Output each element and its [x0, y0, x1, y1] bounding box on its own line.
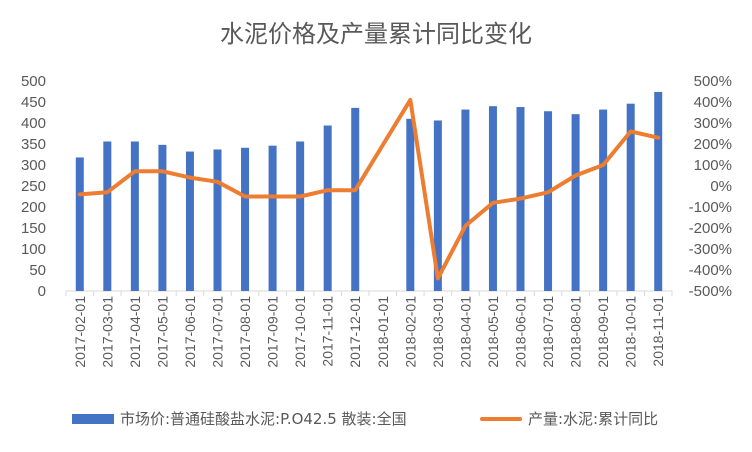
- y-right-tick-label: -400%: [689, 262, 732, 279]
- bar: [544, 111, 553, 292]
- bar: [654, 91, 663, 291]
- chart-title: 水泥价格及产量累计同比变化: [220, 20, 532, 48]
- y-left-tick-label: 300: [21, 157, 46, 174]
- x-tick-label: 2018-11-01: [650, 296, 666, 367]
- bar: [103, 141, 112, 291]
- x-tick-label: 2017-12-01: [347, 296, 363, 368]
- legend-swatch-bar: [72, 413, 114, 424]
- bar: [571, 114, 580, 292]
- y-right-tick-label: 400%: [694, 94, 732, 111]
- x-tick-label: 2017-06-01: [182, 296, 198, 368]
- y-right-tick-label: 0%: [710, 178, 732, 195]
- y-left-tick-label: 400: [21, 115, 46, 132]
- x-tick-label: 2017-04-01: [127, 296, 143, 368]
- y-left-tick-label: 0: [38, 283, 46, 300]
- legend-label-price: 市场价:普通硅酸盐水泥:P.O42.5 散装:全国: [120, 410, 407, 428]
- y-right-tick-label: 300%: [694, 115, 732, 132]
- bar: [185, 151, 194, 291]
- legend-swatch-line: [480, 416, 522, 421]
- bar: [241, 147, 250, 291]
- bar: [323, 125, 332, 292]
- bar: [351, 107, 360, 291]
- x-tick-label: 2017-05-01: [154, 296, 170, 368]
- y-left-tick-label: 350: [21, 136, 46, 153]
- y-left-tick-label: 500: [21, 73, 46, 90]
- y-right-tick-label: 100%: [694, 157, 732, 174]
- y-left-tick-label: 50: [29, 262, 46, 279]
- x-tick-label: 2017-03-01: [99, 296, 115, 368]
- x-tick-label: 2018-09-01: [595, 296, 611, 368]
- x-tick-label: 2018-04-01: [457, 296, 473, 368]
- y-left-tick-label: 200: [21, 199, 46, 216]
- y-left-tick-label: 150: [21, 220, 46, 237]
- x-tick-label: 2018-10-01: [623, 296, 639, 368]
- y-right-tick-label: -300%: [689, 241, 732, 258]
- bar: [488, 106, 497, 291]
- y-left-tick-label: 450: [21, 94, 46, 111]
- bar: [158, 144, 167, 291]
- x-tick-label: 2017-07-01: [210, 296, 226, 368]
- x-tick-label: 2017-08-01: [237, 296, 253, 368]
- bar: [75, 157, 84, 291]
- legend-label-output: 产量:水泥:累计同比: [528, 410, 659, 428]
- x-tick-label: 2018-08-01: [568, 296, 584, 368]
- y-right-tick-label: -100%: [689, 199, 732, 216]
- y-right-tick-label: 500%: [694, 73, 732, 90]
- y-left-tick-label: 100: [21, 241, 46, 258]
- x-tick-label: 2018-06-01: [513, 296, 529, 368]
- x-tick-label: 2018-03-01: [430, 296, 446, 368]
- bar: [406, 118, 415, 291]
- x-tick-label: 2017-09-01: [265, 296, 281, 368]
- x-tick-label: 2017-11-01: [320, 296, 336, 367]
- x-tick-label: 2018-05-01: [485, 296, 501, 368]
- y-right-tick-label: -200%: [689, 220, 732, 237]
- bar: [130, 141, 139, 291]
- x-tick-label: 2018-01-01: [375, 296, 391, 368]
- series-line: [77, 97, 661, 281]
- bar: [433, 120, 442, 291]
- bar: [296, 141, 305, 291]
- legend-item-price: 市场价:普通硅酸盐水泥:P.O42.5 散装:全国: [72, 408, 407, 429]
- y-right-tick-label: 200%: [694, 136, 732, 153]
- bar: [626, 103, 635, 292]
- x-tick-label: 2018-07-01: [540, 296, 556, 368]
- bar: [213, 149, 222, 291]
- bar: [599, 109, 608, 291]
- x-tick-label: 2017-02-01: [72, 296, 88, 368]
- legend-item-output: 产量:水泥:累计同比: [480, 408, 658, 429]
- bar: [268, 145, 277, 291]
- legend: 市场价:普通硅酸盐水泥:P.O42.5 散装:全国 产量:水泥:累计同比: [0, 404, 752, 432]
- x-tick-label: 2018-02-01: [402, 296, 418, 368]
- bar: [461, 109, 470, 291]
- y-left-tick-label: 250: [21, 178, 46, 195]
- y-right-tick-label: -500%: [689, 283, 732, 300]
- x-tick-label: 2017-10-01: [292, 296, 308, 368]
